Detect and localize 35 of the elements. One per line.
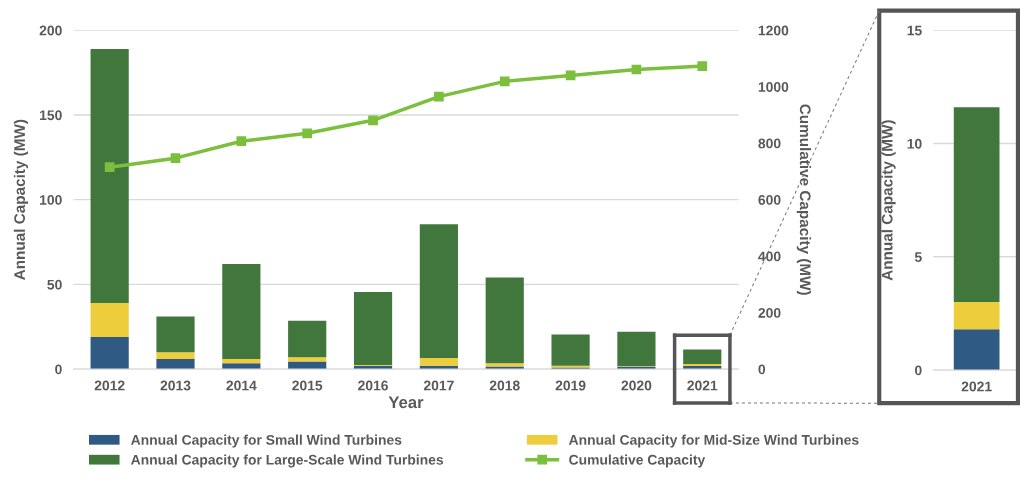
x-tick-label: 2016 (358, 380, 388, 391)
y-axis-title: Annual Capacity (MW) (13, 119, 29, 280)
x-tick-label: 2014 (226, 380, 257, 391)
x-tick-label: 2018 (489, 380, 520, 391)
y-tick-label: 5 (914, 252, 922, 262)
x-tick-label: 2015 (292, 380, 323, 391)
x-tick-label: 2013 (160, 380, 191, 391)
y2-axis-title: Cumulative Capacity (MW) (796, 104, 812, 295)
x-axis-title: Year (388, 396, 424, 409)
y2-tick-label: 0 (758, 364, 766, 375)
y-axis-title: Annual Capacity (MW) (881, 120, 896, 281)
legend-label: Cumulative Capacity (569, 454, 706, 468)
x-tick-label: 2019 (555, 380, 586, 391)
y2-tick-label: 200 (758, 307, 781, 318)
y-tick-label: 0 (915, 365, 922, 376)
x-tick-label: 2017 (423, 380, 454, 391)
y2-tick-label: 1000 (758, 82, 789, 92)
y2-tick-label: 400 (758, 251, 781, 262)
legend-label: Annual Capacity for Small Wind Turbines (131, 434, 402, 448)
x-tick-label: 2021 (961, 381, 992, 392)
x-tick-label: 2021 (687, 380, 718, 391)
x-tick-label: 2020 (621, 380, 652, 391)
y2-tick-label: 800 (758, 138, 781, 149)
y-tick-label: 100 (40, 195, 62, 205)
y2-tick-label: 600 (758, 195, 781, 205)
y-tick-label: 15 (907, 25, 922, 36)
x-tick-label: 2012 (94, 380, 125, 391)
legend-label: Annual Capacity for Large-Scale Wind Turbines (131, 454, 444, 468)
y-tick-label: 200 (39, 25, 62, 36)
y-tick-label: 0 (55, 364, 62, 375)
y-tick-label: 10 (907, 138, 922, 149)
legend-label: Annual Capacity for Mid-Size Wind Turbines (568, 434, 859, 448)
y-tick-label: 50 (47, 279, 62, 290)
y2-tick-label: 1200 (758, 25, 789, 36)
y-tick-label: 150 (40, 110, 62, 121)
